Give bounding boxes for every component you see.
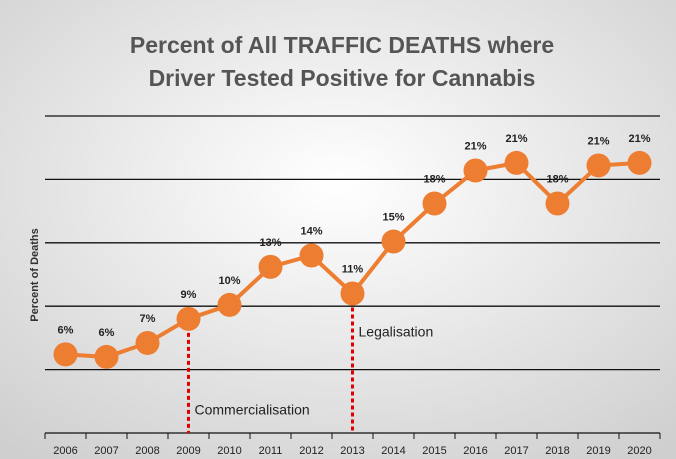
data-label: 15% [382,211,404,223]
x-tick-label: 2015 [422,445,446,457]
x-tick-label: 2013 [340,445,364,457]
point [176,306,201,331]
point [586,153,611,178]
data-label: 14% [300,225,322,237]
point [258,254,283,279]
data-label: 21% [587,135,609,147]
x-tick-label: 2019 [586,445,610,457]
data-label: 13% [259,237,281,249]
data-label: 10% [218,275,240,287]
point [545,191,570,216]
point [94,344,119,369]
y-axis-label: Percent of Deaths [29,228,41,322]
point [422,191,447,216]
point [217,292,242,317]
x-tick-label: 2012 [299,445,323,457]
data-label: 11% [342,263,364,275]
data-label: 21% [464,140,486,152]
x-tick-label: 2020 [627,445,651,457]
chart-title: Percent of All TRAFFIC DEATHS where [130,32,554,58]
data-label: 21% [628,133,650,145]
chart-title: Driver Tested Positive for Cannabis [149,65,536,91]
x-tick-label: 2007 [94,445,118,457]
annotation: Legalisation [359,324,434,340]
x-tick-label: 2014 [381,445,405,457]
x-tick-label: 2017 [504,445,528,457]
point [340,281,365,306]
x-tick-label: 2006 [53,445,77,457]
x-tick-label: 2018 [545,445,569,457]
x-tick-label: 2011 [259,445,283,457]
data-label: 18% [423,173,445,185]
x-tick-label: 2008 [135,445,159,457]
x-tick-label: 2009 [176,445,200,457]
point [135,330,160,355]
data-label: 18% [546,173,568,185]
point [463,158,488,183]
point [53,342,78,367]
data-label: 21% [505,133,527,145]
x-tick-label: 2016 [463,445,487,457]
data-label: 7% [140,313,156,325]
point [381,229,406,254]
data-label: 9% [181,289,197,301]
point [504,150,529,175]
point [627,150,652,175]
x-tick-label: 2010 [217,445,241,457]
point [299,243,324,268]
data-label: 6% [58,324,74,336]
data-label: 6% [99,327,115,339]
annotation: Commercialisation [195,402,310,418]
